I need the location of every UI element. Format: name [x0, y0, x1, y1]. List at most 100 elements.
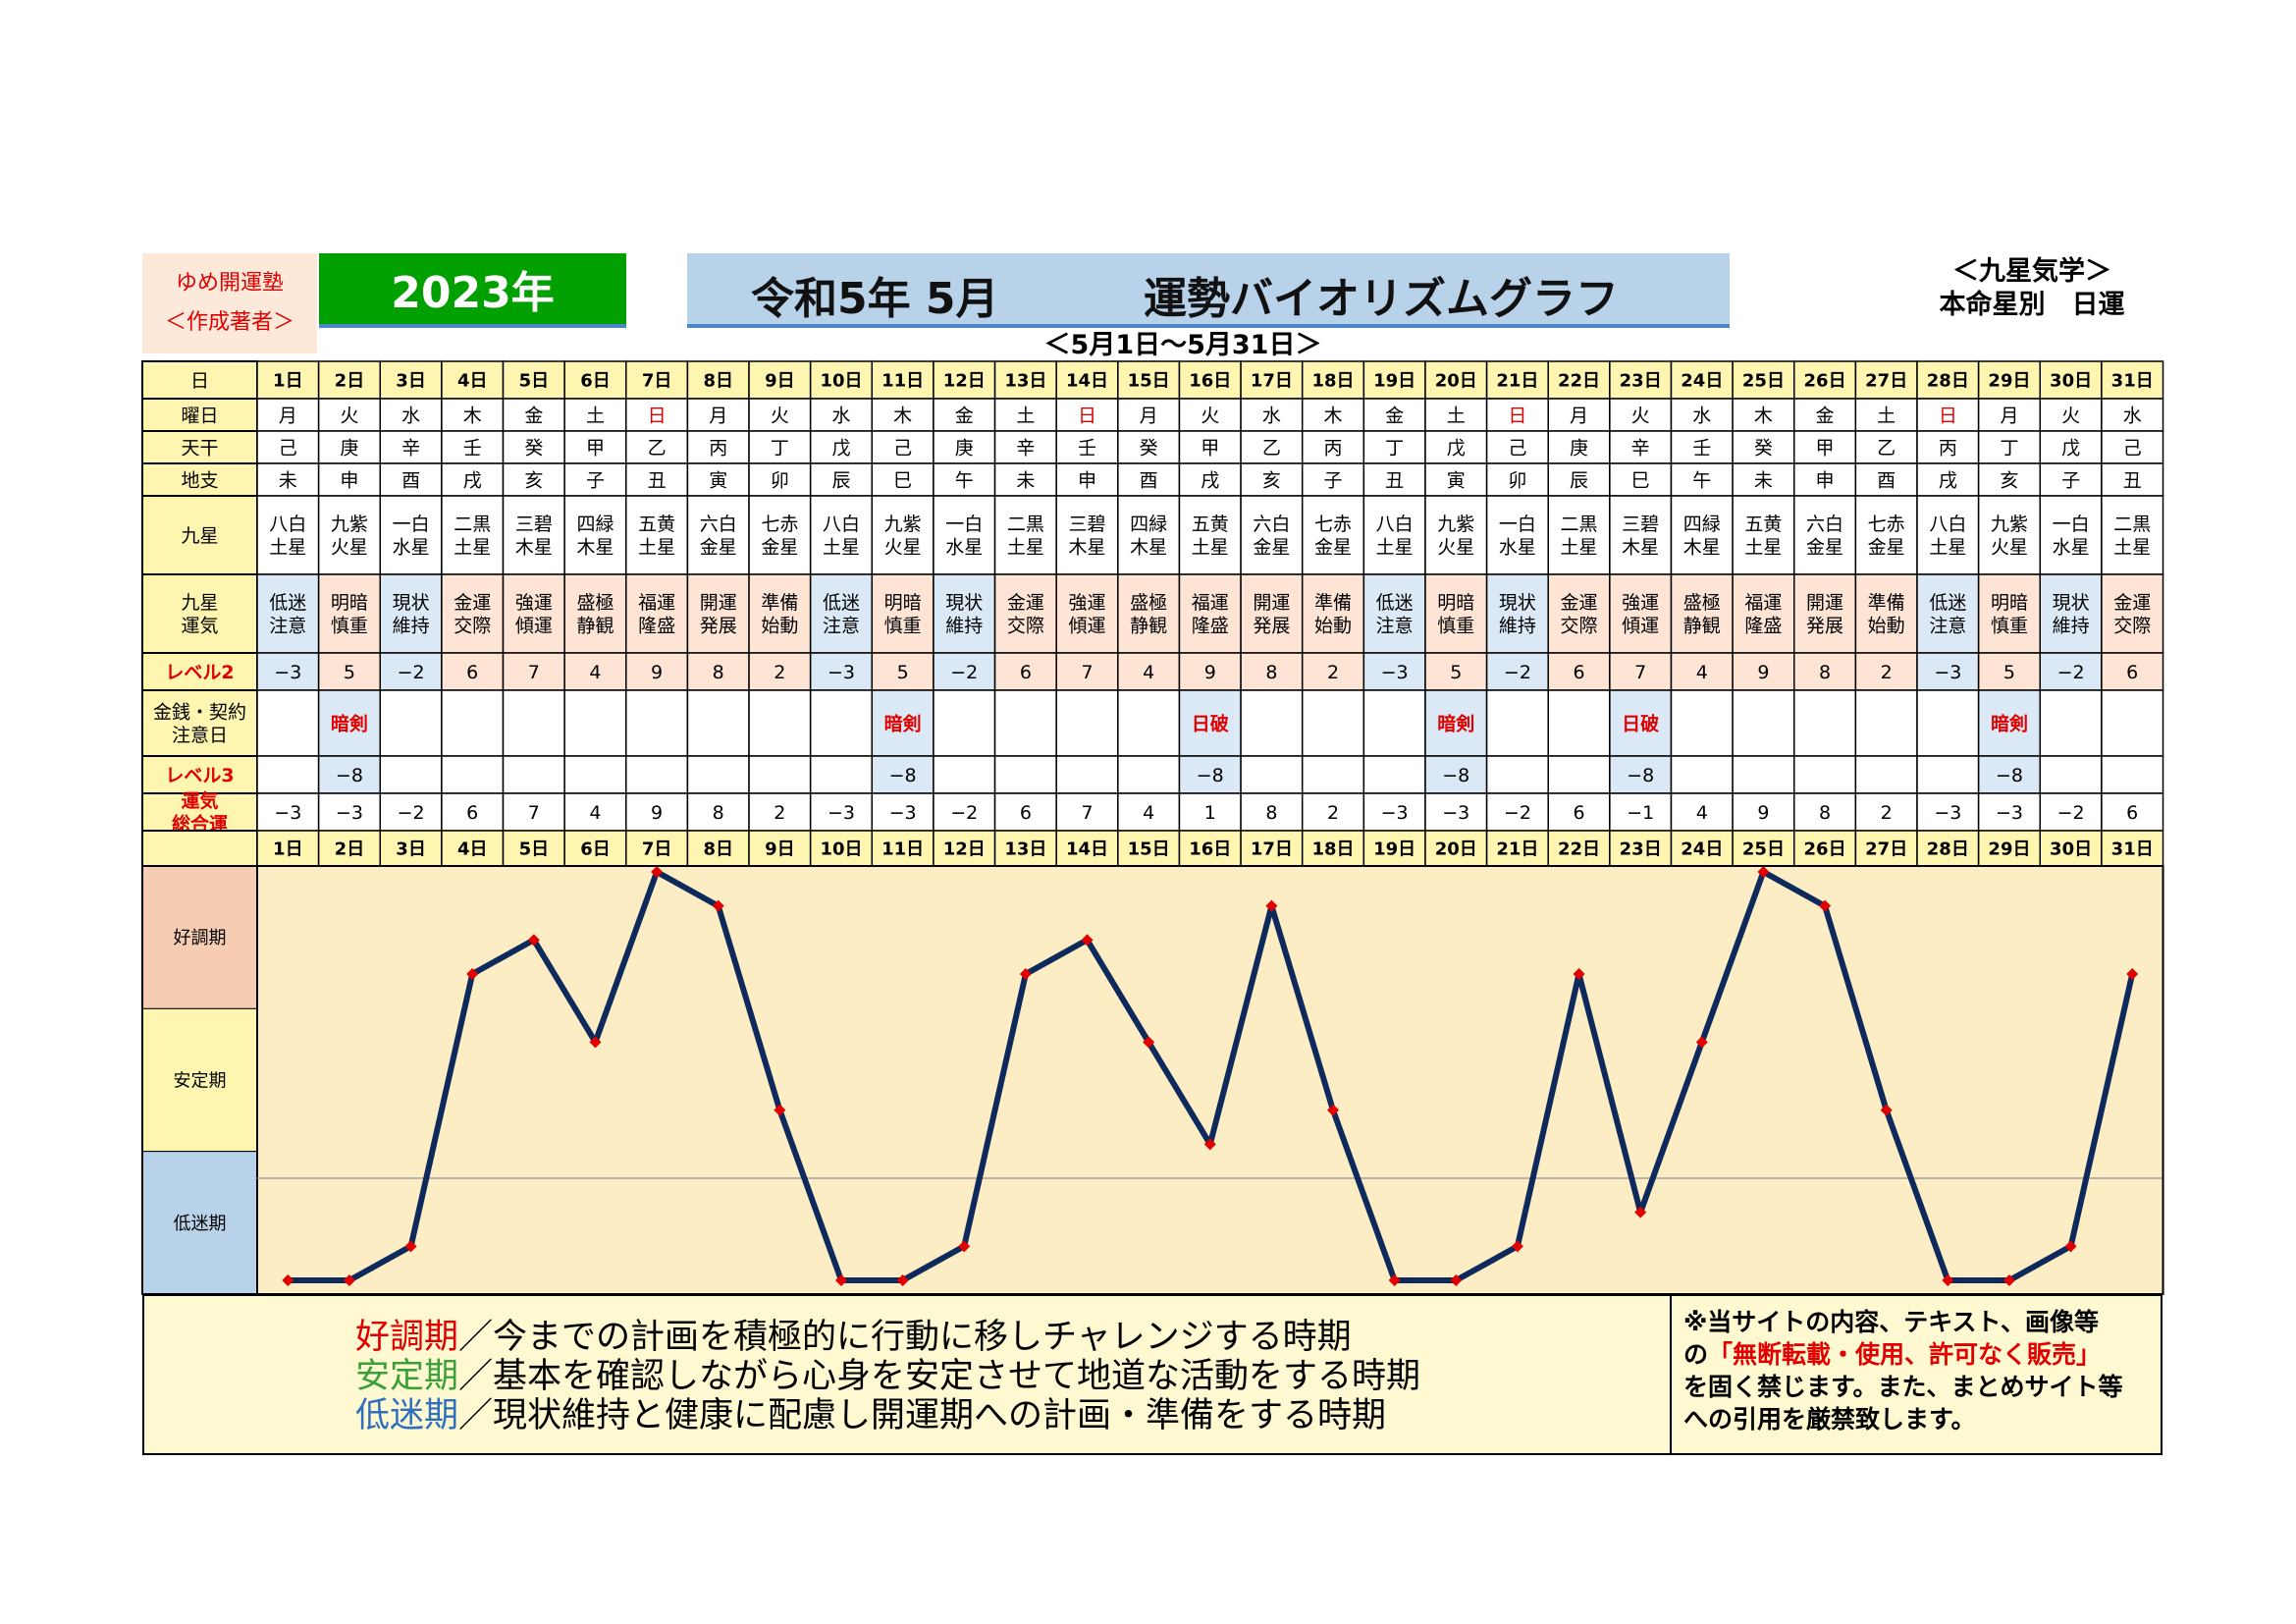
table-cell — [809, 755, 874, 794]
table-cell — [317, 398, 382, 432]
table-cell — [1670, 398, 1734, 432]
data-point-7日 — [651, 866, 664, 878]
table-cell — [1178, 573, 1242, 654]
cell-stem-2: 庚 — [340, 437, 358, 459]
table-cell — [1055, 462, 1119, 497]
table-cell — [1362, 360, 1426, 400]
table-cell — [993, 495, 1057, 575]
cell-stem-18: 丙 — [1324, 437, 1343, 459]
cell-star-14: 三碧木星 — [1068, 514, 1105, 559]
cell-weekday-25: 木 — [1754, 405, 1773, 426]
table-cell — [563, 360, 627, 400]
table-cell — [2039, 495, 2103, 575]
cell-day2-21: 21日 — [1496, 839, 1538, 859]
table-cell — [625, 430, 689, 464]
cell-weekday-31: 水 — [2123, 405, 2142, 426]
table-cell — [1670, 462, 1734, 497]
table-cell — [2101, 495, 2164, 575]
table-cell — [379, 652, 443, 691]
table-cell — [1240, 430, 1304, 464]
table-cell — [871, 573, 934, 654]
cell-branch-20: 寅 — [1447, 469, 1466, 491]
cell-stem-24: 壬 — [1692, 437, 1711, 459]
cell-stem-6: 甲 — [586, 437, 605, 459]
table-cell — [625, 398, 689, 432]
cell-day2-31: 31日 — [2111, 839, 2154, 859]
table-cell — [1793, 652, 1857, 691]
table-cell — [563, 462, 627, 497]
table-cell — [1732, 430, 1795, 464]
row-label-fortune: 九星運気 — [181, 592, 218, 637]
table-cell — [748, 755, 812, 794]
table-cell — [379, 360, 443, 400]
cell-day-29: 29日 — [1988, 370, 2030, 391]
cell-level2-6: 4 — [589, 662, 601, 683]
cell-level2-30: −2 — [2057, 662, 2085, 683]
table-cell — [1547, 573, 1611, 654]
cell-weekday-12: 金 — [955, 405, 974, 426]
table-cell — [1117, 830, 1181, 867]
table-cell — [1547, 495, 1611, 575]
cell-day2-6: 6日 — [580, 839, 611, 859]
row-label-total: 運気総合運 — [172, 789, 228, 836]
cell-stem-7: 乙 — [648, 437, 667, 459]
cell-day-25: 25日 — [1742, 370, 1785, 391]
table-cell — [256, 360, 320, 400]
table-cell — [2039, 360, 2103, 400]
row-label-cell — [141, 755, 258, 794]
cell-total-4: 6 — [466, 802, 478, 824]
table-cell — [1055, 755, 1119, 794]
cell-day-12: 12日 — [943, 370, 986, 391]
cell-branch-29: 亥 — [2000, 469, 2018, 491]
table-cell — [1240, 573, 1304, 654]
table-cell — [993, 398, 1057, 432]
cell-stem-26: 甲 — [1816, 437, 1835, 459]
cell-branch-8: 寅 — [709, 469, 727, 491]
cell-total-12: −2 — [950, 802, 978, 824]
table-cell — [1055, 430, 1119, 464]
cell-day2-5: 5日 — [519, 839, 550, 859]
data-point-31日 — [2126, 968, 2139, 980]
cell-stem-5: 癸 — [524, 437, 543, 459]
cell-star-25: 五黄土星 — [1744, 514, 1782, 559]
table-cell — [1424, 652, 1488, 691]
table-cell — [379, 792, 443, 832]
cell-branch-1: 未 — [279, 469, 297, 491]
cell-total-15: 4 — [1143, 802, 1154, 824]
cell-weekday-21: 日 — [1508, 405, 1526, 426]
table-cell — [748, 462, 812, 497]
table-cell — [1916, 430, 1980, 464]
cell-day2-8: 8日 — [703, 839, 733, 859]
table-cell — [563, 573, 627, 654]
cell-level2-19: −3 — [1381, 662, 1409, 683]
table-cell — [563, 792, 627, 832]
cell-day2-9: 9日 — [765, 839, 795, 859]
legend-low-key: 低迷期 — [355, 1396, 459, 1435]
cell-fortune-25: 福運隆盛 — [1744, 592, 1782, 637]
cell-fortune-7: 福運隆盛 — [638, 592, 675, 637]
legend-good-key: 好調期 — [355, 1318, 459, 1357]
cell-stem-23: 辛 — [1631, 437, 1650, 459]
cell-day-26: 26日 — [1804, 370, 1846, 391]
cell-weekday-29: 月 — [2000, 405, 2018, 426]
cell-level2-27: 2 — [1881, 662, 1893, 683]
cell-branch-26: 申 — [1816, 469, 1835, 491]
table-cell — [1424, 430, 1488, 464]
legend-stable: 安定期／基本を確認しながら心身を安定させて地道な活動をする時期 — [355, 1357, 1420, 1396]
cell-day2-20: 20日 — [1435, 839, 1477, 859]
table-cell — [1977, 495, 2042, 575]
cell-stem-11: 己 — [893, 437, 912, 459]
table-cell — [933, 652, 996, 691]
table-cell — [1424, 360, 1488, 400]
data-point-22日 — [1573, 968, 1585, 980]
cell-day-21: 21日 — [1496, 370, 1538, 391]
cell-level3-11: −8 — [889, 765, 917, 786]
data-point-2日 — [343, 1274, 355, 1286]
cell-level3-29: −8 — [1996, 765, 2023, 786]
cell-fortune-19: 低迷注意 — [1376, 592, 1414, 637]
cell-day2-3: 3日 — [396, 839, 426, 859]
table-cell — [1670, 430, 1734, 464]
cell-star-13: 二黒土星 — [1007, 514, 1044, 559]
cell-day-7: 7日 — [642, 370, 672, 391]
cell-branch-2: 申 — [340, 469, 358, 491]
